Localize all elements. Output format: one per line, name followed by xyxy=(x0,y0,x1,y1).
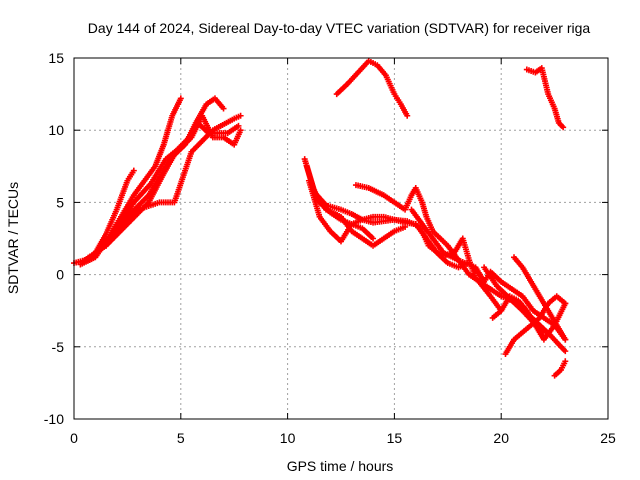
x-tick-label: 10 xyxy=(280,430,296,446)
chart-title: Day 144 of 2024, Sidereal Day-to-day VTE… xyxy=(88,20,591,36)
data-point xyxy=(235,122,242,129)
x-tick-label: 0 xyxy=(70,430,78,446)
x-tick-label: 15 xyxy=(387,430,403,446)
series-track-6 xyxy=(96,119,242,252)
x-axis-label: GPS time / hours xyxy=(287,458,394,474)
data-point xyxy=(560,124,567,131)
y-tick-label: 0 xyxy=(56,267,64,283)
data-point xyxy=(404,112,411,119)
data-point xyxy=(370,235,377,242)
plot-frame xyxy=(73,57,609,420)
y-tick-label: 10 xyxy=(48,122,64,138)
data-point xyxy=(237,112,244,119)
data-point xyxy=(562,358,569,365)
y-tick-label: -10 xyxy=(44,411,64,427)
data-point xyxy=(562,300,569,307)
axis-ticks: 0 5 10 15 20 25 -10 -5 0 5 10 15 xyxy=(44,50,616,446)
y-tick-label: -5 xyxy=(52,339,65,355)
y-tick-label: 5 xyxy=(56,194,64,210)
x-tick-label: 25 xyxy=(600,430,616,446)
data-marks xyxy=(71,57,569,379)
data-point xyxy=(562,336,569,343)
series-track-9 xyxy=(305,177,483,278)
series-track-17 xyxy=(551,358,569,379)
x-tick-label: 5 xyxy=(177,430,185,446)
series-track-16 xyxy=(511,254,569,343)
series-track-19 xyxy=(523,65,567,131)
series-track-7 xyxy=(301,156,377,242)
data-point xyxy=(237,127,244,134)
data-point xyxy=(220,105,227,112)
data-point xyxy=(562,348,569,355)
data-point xyxy=(130,167,137,174)
series-track-14 xyxy=(489,293,569,343)
y-axis-label: SDTVAR / TECUs xyxy=(5,182,21,294)
data-point xyxy=(177,95,184,102)
x-tick-label: 20 xyxy=(493,430,509,446)
y-tick-label: 15 xyxy=(48,50,64,66)
grid-lines xyxy=(74,58,608,419)
series-track-2 xyxy=(77,95,184,268)
series-track-18 xyxy=(333,57,411,119)
